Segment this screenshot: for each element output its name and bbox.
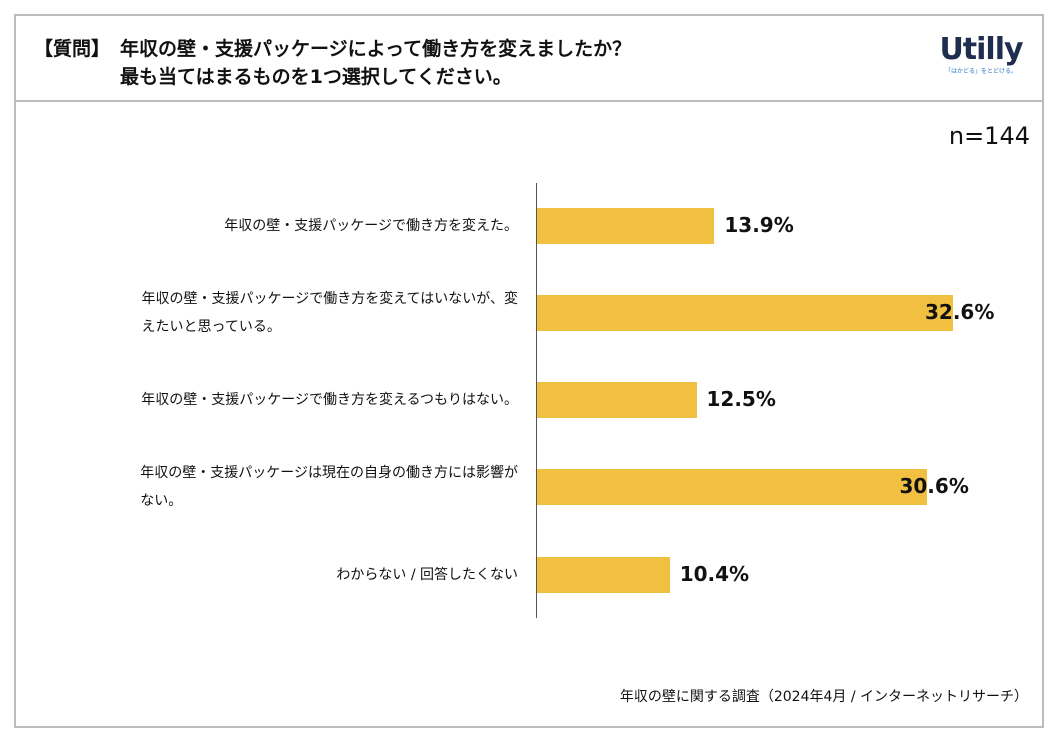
category-label-line: わからない / 回答したくない: [336, 567, 518, 583]
category-label: 年収の壁・支援パッケージで働き方を変えるつもりはない。: [141, 386, 518, 414]
logo-text: Utilly: [939, 32, 1023, 67]
category-label-line: 年収の壁・支援パッケージで働き方を変えるつもりはない。: [141, 392, 518, 408]
question-prefix: 【質問】: [34, 38, 111, 60]
category-label-line: ない。: [140, 493, 183, 509]
category-axis: [536, 183, 537, 618]
data-label: 32.6%: [925, 300, 995, 324]
bar: [537, 208, 715, 244]
bar: [537, 295, 953, 331]
category-label: わからない / 回答したくない: [336, 561, 518, 589]
utilly-logo: Utilly 「はかどる」をとどける。: [936, 32, 1026, 76]
source-note: 年収の壁に関する調査（2024年4月 / インターネットリサーチ）: [619, 689, 1028, 705]
category-label: 年収の壁・支援パッケージで働き方を変えてはいないが、変 えたいと思っている。: [142, 285, 518, 341]
category-label: 年収の壁・支援パッケージで働き方を変えた。: [224, 212, 518, 240]
data-label: 10.4%: [679, 562, 750, 586]
bar: [537, 382, 697, 418]
category-label: 年収の壁・支援パッケージは現在の自身の働き方には影響が ない。: [140, 459, 518, 515]
question-subtitle: 最も当てはまるものを1つ選択してください。: [120, 66, 512, 88]
header: 【質問】 年収の壁・支援パッケージによって働き方を変えましたか？ 最も当てはまる…: [14, 14, 1044, 102]
logo-tagline: 「はかどる」をとどける。: [944, 68, 1017, 75]
question-title: 年収の壁・支援パッケージによって働き方を変えましたか？: [120, 38, 632, 60]
category-label-line: 年収の壁・支援パッケージで働き方を変えてはいないが、変: [141, 291, 518, 307]
category-label-line: 年収の壁・支援パッケージで働き方を変えた。: [224, 218, 518, 234]
data-label: 12.5%: [706, 387, 776, 411]
bar: [537, 557, 670, 593]
chart-frame: [14, 14, 1044, 728]
sample-size: n=144: [948, 122, 1030, 150]
data-label: 30.6%: [899, 474, 969, 498]
category-label-line: 年収の壁・支援パッケージは現在の自身の働き方には影響が: [140, 465, 518, 481]
category-label-line: えたいと思っている。: [141, 319, 281, 335]
data-label: 13.9%: [724, 213, 794, 237]
bar: [537, 469, 928, 505]
